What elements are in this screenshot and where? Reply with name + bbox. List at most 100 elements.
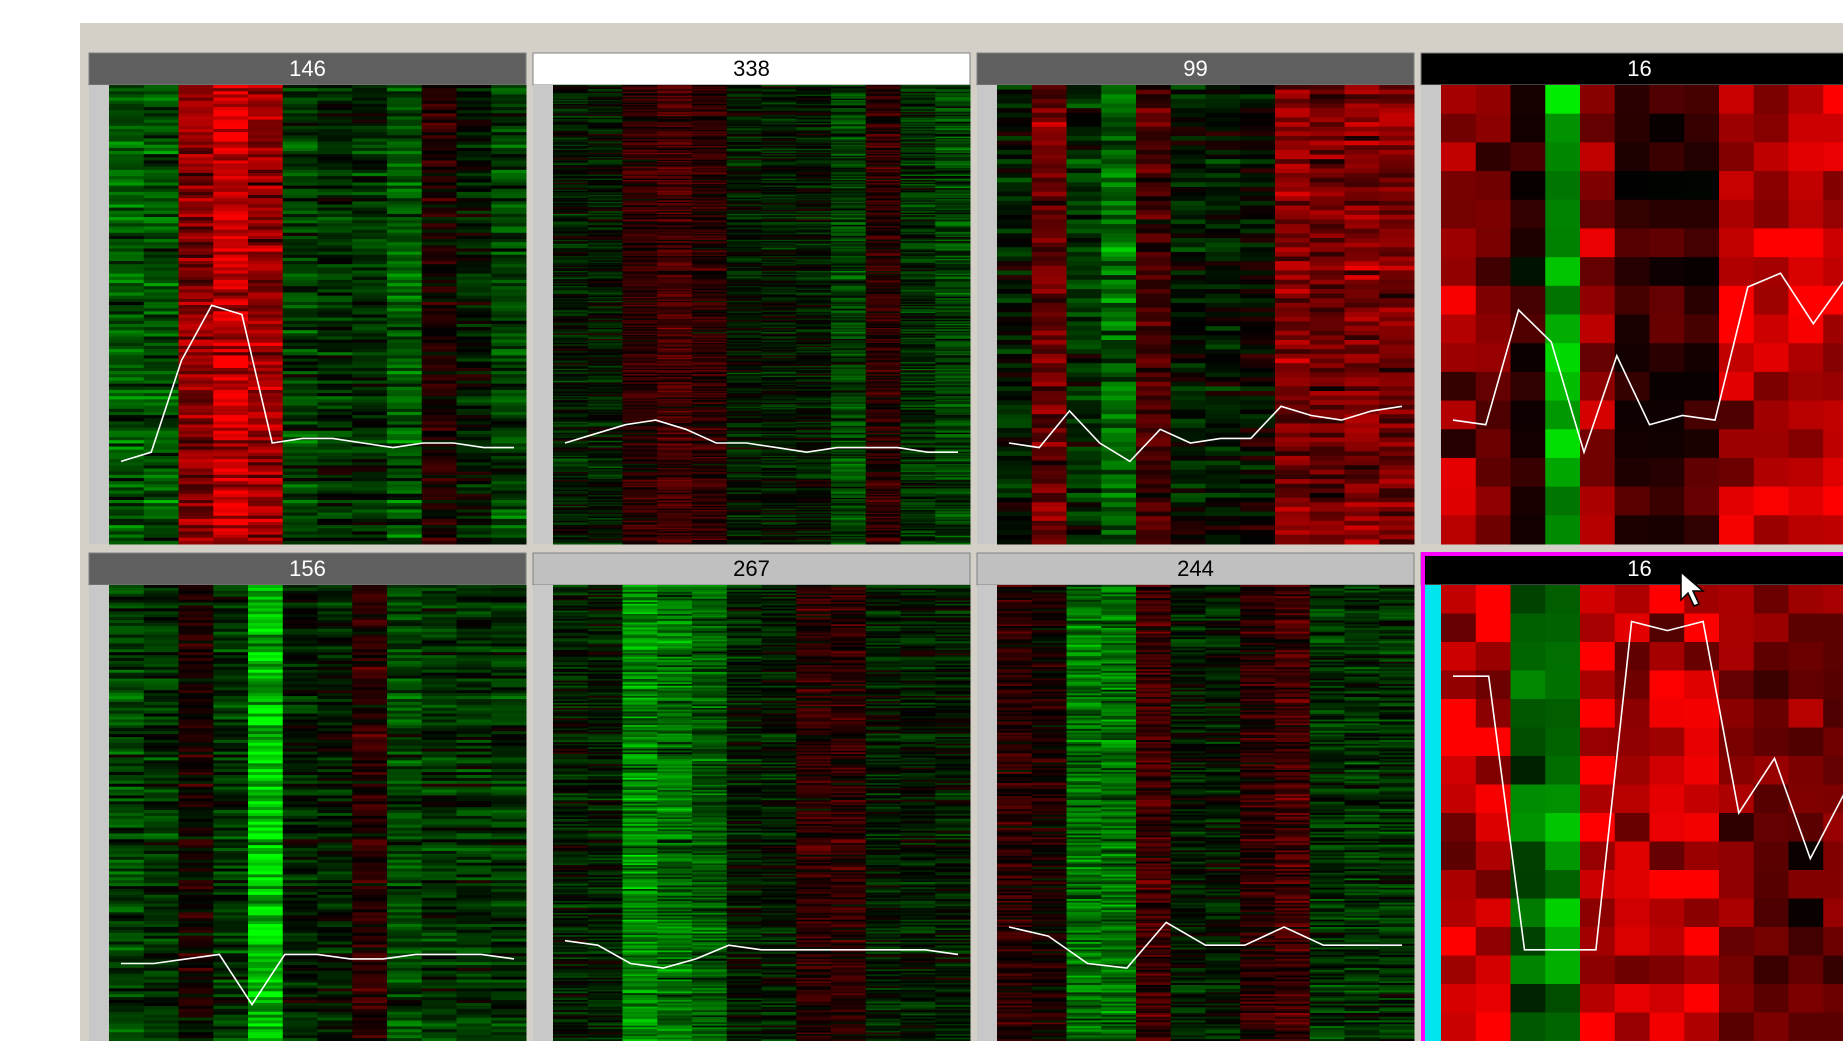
heatmap-cell: [387, 506, 422, 510]
heatmap-cell: [352, 403, 387, 407]
heatmap-cell: [387, 176, 422, 180]
heatmap-cell: [422, 85, 457, 89]
heatmap-cell: [387, 330, 422, 334]
heatmap-cell: [109, 412, 144, 416]
heatmap-cell: [109, 226, 144, 230]
heatmap-cell: [387, 519, 422, 523]
heatmap-cell: [387, 164, 422, 168]
heatmap-cell: [318, 387, 353, 391]
heatmap-cell: [109, 406, 144, 410]
heatmap-cell: [352, 412, 387, 416]
heatmap-cell: [144, 308, 179, 312]
heatmap-cell: [213, 399, 248, 403]
heatmap-cell: [387, 94, 422, 98]
heatmap-cell: [318, 500, 353, 504]
heatmap-cell: [248, 245, 283, 249]
heatmap-cell: [491, 443, 526, 447]
heatmap-cell: [283, 98, 318, 102]
heatmap-cell: [213, 179, 248, 183]
heatmap-cell: [457, 302, 492, 306]
heatmap-cell: [283, 349, 318, 353]
heatmap-cell: [422, 154, 457, 158]
heatmap-cell: [179, 94, 214, 98]
heatmap-cell: [491, 135, 526, 139]
heatmap-cell: [179, 101, 214, 105]
heatmap-cell: [109, 179, 144, 183]
heatmap-cell: [179, 506, 214, 510]
heatmap-cell: [457, 107, 492, 111]
heatmap-cell: [179, 431, 214, 435]
heatmap-cell: [422, 491, 457, 495]
heatmap-cell: [491, 497, 526, 501]
heatmap-cell: [422, 274, 457, 278]
heatmap-cell: [213, 541, 248, 545]
heatmap-cell: [213, 481, 248, 485]
heatmap-cell: [109, 387, 144, 391]
heatmap-cell: [283, 123, 318, 127]
heatmap-cell: [109, 164, 144, 168]
heatmap-cell: [109, 421, 144, 425]
heatmap-cell: [457, 403, 492, 407]
heatmap-cell: [144, 409, 179, 413]
heatmap-cell: [179, 384, 214, 388]
heatmap-cell: [213, 258, 248, 262]
heatmap-cell: [352, 267, 387, 271]
heatmap-cell: [457, 412, 492, 416]
heatmap-cell: [144, 481, 179, 485]
heatmap-cell: [422, 475, 457, 479]
heatmap-cell: [248, 381, 283, 385]
heatmap-cell: [179, 396, 214, 400]
heatmap-cell: [457, 497, 492, 501]
selection-strip: [533, 85, 553, 544]
heatmap-cell: [318, 167, 353, 171]
heatmap-cell: [283, 324, 318, 328]
panel-count: 338: [733, 56, 770, 81]
heatmap-cell: [491, 173, 526, 177]
heatmap-cell: [387, 462, 422, 466]
heatmap-cell: [213, 421, 248, 425]
heatmap-cell: [248, 491, 283, 495]
heatmap-cell: [491, 292, 526, 296]
heatmap-cell: [318, 211, 353, 215]
heatmap-cell: [491, 481, 526, 485]
heatmap-cell: [179, 280, 214, 284]
heatmap-cell: [387, 513, 422, 517]
heatmap-cell: [457, 418, 492, 422]
heatmap-cell: [213, 393, 248, 397]
heatmap-cell: [179, 289, 214, 293]
heatmap-cell: [144, 390, 179, 394]
heatmap-cell: [352, 459, 387, 463]
heatmap-cell: [318, 110, 353, 114]
heatmap-cell: [144, 157, 179, 161]
heatmap-cell: [387, 525, 422, 529]
heatmap-cell: [144, 406, 179, 410]
heatmap-cell: [422, 431, 457, 435]
heatmap-cell: [213, 91, 248, 95]
heatmap-cell: [318, 421, 353, 425]
heatmap-cell: [109, 462, 144, 466]
heatmap-cell: [109, 142, 144, 146]
heatmap-cell: [387, 497, 422, 501]
heatmap-cell: [387, 283, 422, 287]
heatmap-cell: [387, 129, 422, 133]
heatmap-cell: [248, 157, 283, 161]
heatmap-cell: [213, 365, 248, 369]
heatmap-cell: [352, 217, 387, 221]
heatmap-cell: [179, 522, 214, 526]
heatmap-cell: [422, 497, 457, 501]
heatmap-cell: [491, 154, 526, 158]
heatmap-cell: [318, 264, 353, 268]
cluster-panel[interactable]: 146: [89, 53, 527, 545]
heatmap-cell: [213, 94, 248, 98]
heatmap-cell: [109, 94, 144, 98]
heatmap-cell: [457, 478, 492, 482]
heatmap-cell: [457, 120, 492, 124]
heatmap-cell: [422, 365, 457, 369]
heatmap-cell: [457, 509, 492, 513]
heatmap-cell: [109, 292, 144, 296]
heatmap-cell: [248, 421, 283, 425]
heatmap-cell: [283, 453, 318, 457]
heatmap-cell: [491, 465, 526, 469]
cluster-panel[interactable]: 338: [533, 53, 971, 545]
heatmap-cell: [179, 318, 214, 322]
